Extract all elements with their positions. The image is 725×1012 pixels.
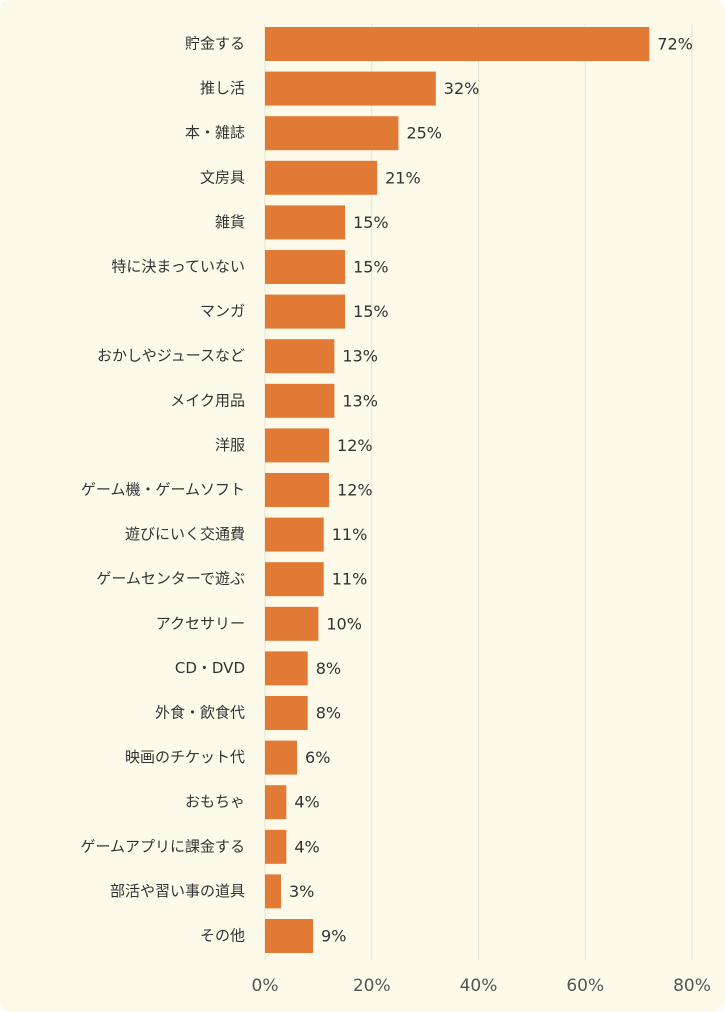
bar: [265, 517, 324, 552]
category-label: 貯金する: [185, 35, 245, 53]
category-label: おもちゃ: [185, 793, 245, 811]
value-label: 13%: [342, 391, 378, 410]
category-label: CD・DVD: [175, 659, 245, 677]
value-label: 13%: [342, 347, 378, 366]
x-tick-label: 40%: [460, 976, 498, 996]
category-label: ゲーム機・ゲームソフト: [81, 481, 245, 499]
category-label: 本・雑誌: [185, 124, 245, 142]
category-label: 雑貨: [215, 213, 245, 231]
value-label: 15%: [353, 302, 389, 321]
value-label: 12%: [337, 436, 373, 455]
x-tick-label: 80%: [673, 976, 711, 996]
bar: [265, 27, 650, 61]
category-label: マンガ: [200, 302, 245, 320]
category-label: アクセサリー: [156, 614, 245, 632]
bar: [265, 339, 335, 374]
bar: [265, 205, 346, 240]
bar: [265, 71, 436, 106]
bar: [265, 294, 346, 329]
bar: [265, 919, 314, 953]
category-label: その他: [200, 927, 245, 945]
bar: [265, 785, 287, 820]
bar: [265, 829, 287, 864]
category-label: 推し活: [200, 79, 245, 97]
bar: [265, 562, 324, 597]
bar: [265, 383, 335, 418]
value-labels: 72% 32% 25% 21% 15% 15% 15% 13% 13% 12% 12% 11% 11% 1…: [289, 35, 693, 946]
value-label: 72%: [657, 35, 693, 54]
value-label: 9%: [321, 927, 346, 946]
bar: [265, 874, 282, 909]
value-label: 11%: [332, 525, 368, 544]
category-label: ゲームセンターで遊ぶ: [96, 570, 245, 588]
value-label: 12%: [337, 481, 373, 500]
category-label: 外食・飲食代: [155, 704, 245, 722]
value-label: 32%: [444, 79, 480, 98]
category-label: おかしやジュースなど: [97, 347, 245, 365]
bar: [265, 116, 399, 151]
category-label: ゲームアプリに課金する: [80, 837, 245, 855]
category-label: 部活や習い事の道具: [110, 882, 245, 900]
category-label: メイク用品: [170, 391, 245, 409]
bar: [265, 160, 378, 195]
bar: [265, 651, 308, 686]
bar: [265, 428, 330, 463]
x-axis-ticks: 0% 20% 40% 60% 80%: [252, 976, 711, 996]
value-label: 8%: [316, 704, 341, 723]
value-label: 8%: [316, 659, 341, 678]
bar: [265, 740, 298, 775]
category-label: 文房具: [200, 168, 245, 186]
x-tick-label: 60%: [566, 976, 604, 996]
value-label: 6%: [305, 748, 330, 767]
category-label: 映画のチケット代: [125, 748, 245, 766]
value-label: 21%: [385, 168, 421, 187]
bar: [265, 606, 319, 641]
category-labels: 貯金する推し活本・雑誌文房具雑貨特に決まっていないマンガおかしやジュースなどメイ…: [80, 35, 245, 945]
bar: [265, 696, 308, 730]
value-label: 4%: [294, 793, 319, 812]
value-label: 4%: [294, 837, 319, 856]
category-label: 特に決まっていない: [111, 258, 245, 276]
x-tick-label: 20%: [353, 976, 391, 996]
value-label: 15%: [353, 258, 389, 277]
x-tick-label: 0%: [252, 976, 279, 996]
value-label: 10%: [326, 614, 362, 633]
value-label: 15%: [353, 213, 389, 232]
value-label: 3%: [289, 882, 314, 901]
bars: [265, 27, 650, 953]
value-label: 11%: [332, 570, 368, 589]
category-label: 洋服: [215, 436, 245, 454]
category-label: 遊びにいく交通費: [125, 525, 245, 543]
bar: [265, 473, 330, 507]
bar: [265, 250, 346, 284]
value-label: 25%: [406, 124, 442, 143]
